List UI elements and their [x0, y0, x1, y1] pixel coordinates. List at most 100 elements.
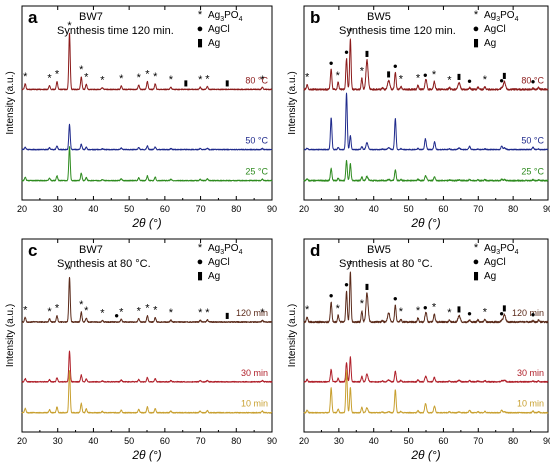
peak-marker: ▮ [457, 72, 461, 81]
chart-title: BW7 [79, 244, 103, 256]
peak-marker: * [67, 264, 72, 276]
series-label: 80 °C [245, 75, 268, 85]
peak-marker: * [260, 307, 265, 319]
panel-letter: b [310, 8, 320, 27]
chart-title: BW7 [79, 11, 103, 23]
peak-marker: * [447, 307, 452, 319]
x-tick-label: 30 [53, 436, 63, 446]
x-tick-label: 60 [438, 204, 448, 214]
x-tick-label: 70 [473, 204, 483, 214]
chart-panel-c: 20 30 40 50 60 70 80 90 2θ (°) Intensity (a.u.) c B… [5, 238, 277, 462]
chart-panel-b: 20 30 40 50 60 70 80 90 2θ (°) Intensity (a.u.) b B… [287, 5, 550, 230]
peak-marker: * [47, 72, 52, 84]
peak-marker: ● [499, 309, 504, 318]
x-tick-label: 30 [334, 436, 344, 446]
legend-marker: ● [473, 256, 480, 268]
legend-label: Ag3PO4 [484, 243, 519, 256]
legend-label: AgCl [484, 24, 506, 35]
x-tick-label: 50 [404, 204, 414, 214]
x-axis-label: 2θ (°) [410, 448, 440, 462]
series-trace [21, 350, 273, 383]
peak-marker: * [432, 69, 437, 81]
peak-marker: * [348, 26, 353, 38]
peak-marker: * [79, 64, 84, 76]
peak-marker: * [137, 72, 142, 84]
legend-label: Ag [208, 38, 220, 49]
x-tick-label: 80 [508, 436, 518, 446]
series-label: 120 min [512, 308, 544, 318]
peak-marker: * [119, 306, 124, 318]
peak-marker: * [336, 70, 341, 82]
legend-label: AgCl [484, 257, 506, 268]
peak-marker: * [145, 303, 150, 315]
legend-marker: ● [473, 23, 480, 35]
x-tick-label: 80 [508, 204, 518, 214]
legend-label: Ag3PO4 [208, 10, 243, 23]
peak-marker: ● [423, 303, 428, 312]
legend-marker: * [474, 242, 479, 254]
legend-label: Ag [484, 271, 496, 282]
chart-title: BW5 [367, 244, 391, 256]
peak-marker: * [483, 74, 488, 86]
legend-marker: * [198, 9, 203, 21]
peak-marker: * [198, 307, 203, 319]
x-axis-label: 2θ (°) [410, 216, 440, 230]
legend-label: Ag3PO4 [484, 10, 519, 23]
y-axis-label: Intensity (a.u.) [287, 71, 298, 134]
legend-marker: ▮ [473, 37, 479, 49]
peak-marker: * [336, 303, 341, 315]
series-label: 30 min [517, 368, 544, 378]
peak-marker: ● [531, 77, 536, 86]
peak-marker: * [205, 74, 210, 86]
legend-label: Ag [484, 38, 496, 49]
panel-letter: d [310, 241, 320, 260]
peak-marker: * [79, 299, 84, 311]
legend-label: Ag [208, 271, 220, 282]
peak-marker: ▮ [502, 303, 506, 312]
peak-marker: ● [344, 47, 349, 56]
peak-marker: * [447, 74, 452, 86]
y-axis-label: Intensity (a.u.) [5, 304, 16, 367]
series-trace [303, 356, 549, 383]
chart-subtitle: Synthesis at 80 °C. [339, 258, 433, 270]
peak-marker: * [169, 74, 174, 86]
series-trace [21, 123, 273, 151]
peak-marker: * [137, 305, 142, 317]
x-tick-label: 30 [53, 204, 63, 214]
peak-marker: * [55, 303, 60, 315]
peak-marker: ▮ [184, 78, 188, 87]
x-tick-label: 90 [543, 204, 550, 214]
peak-marker: * [84, 305, 89, 317]
legend-marker: ● [197, 23, 204, 35]
peak-marker: * [119, 73, 124, 85]
peak-marker: ▮ [365, 49, 369, 58]
x-tick-label: 40 [88, 204, 98, 214]
peak-marker: ● [329, 291, 334, 300]
x-tick-label: 60 [160, 204, 170, 214]
series-trace [21, 370, 273, 414]
peak-marker: * [198, 74, 203, 86]
legend-label: AgCl [208, 24, 230, 35]
x-tick-label: 30 [334, 204, 344, 214]
peak-marker: * [67, 20, 72, 32]
peak-marker: * [153, 71, 158, 83]
series-trace [21, 32, 273, 91]
peak-marker: * [145, 69, 150, 81]
series-label: 50 °C [521, 136, 544, 146]
peak-marker: ● [114, 311, 119, 320]
series-trace [303, 271, 549, 324]
chart-subtitle: Synthesis time 120 min. [57, 25, 174, 37]
peak-marker: ▮ [225, 78, 229, 87]
peak-marker: * [205, 307, 210, 319]
peak-marker: ▮ [365, 282, 369, 291]
peak-marker: * [483, 306, 488, 318]
x-tick-label: 40 [88, 436, 98, 446]
series-label: 25 °C [521, 167, 544, 177]
peak-marker: * [360, 65, 365, 77]
x-tick-label: 90 [267, 436, 277, 446]
peak-marker: * [305, 71, 310, 83]
y-axis-label: Intensity (a.u.) [5, 71, 16, 134]
peak-marker: * [100, 75, 105, 87]
x-tick-label: 20 [299, 204, 309, 214]
legend-marker: ● [197, 256, 204, 268]
